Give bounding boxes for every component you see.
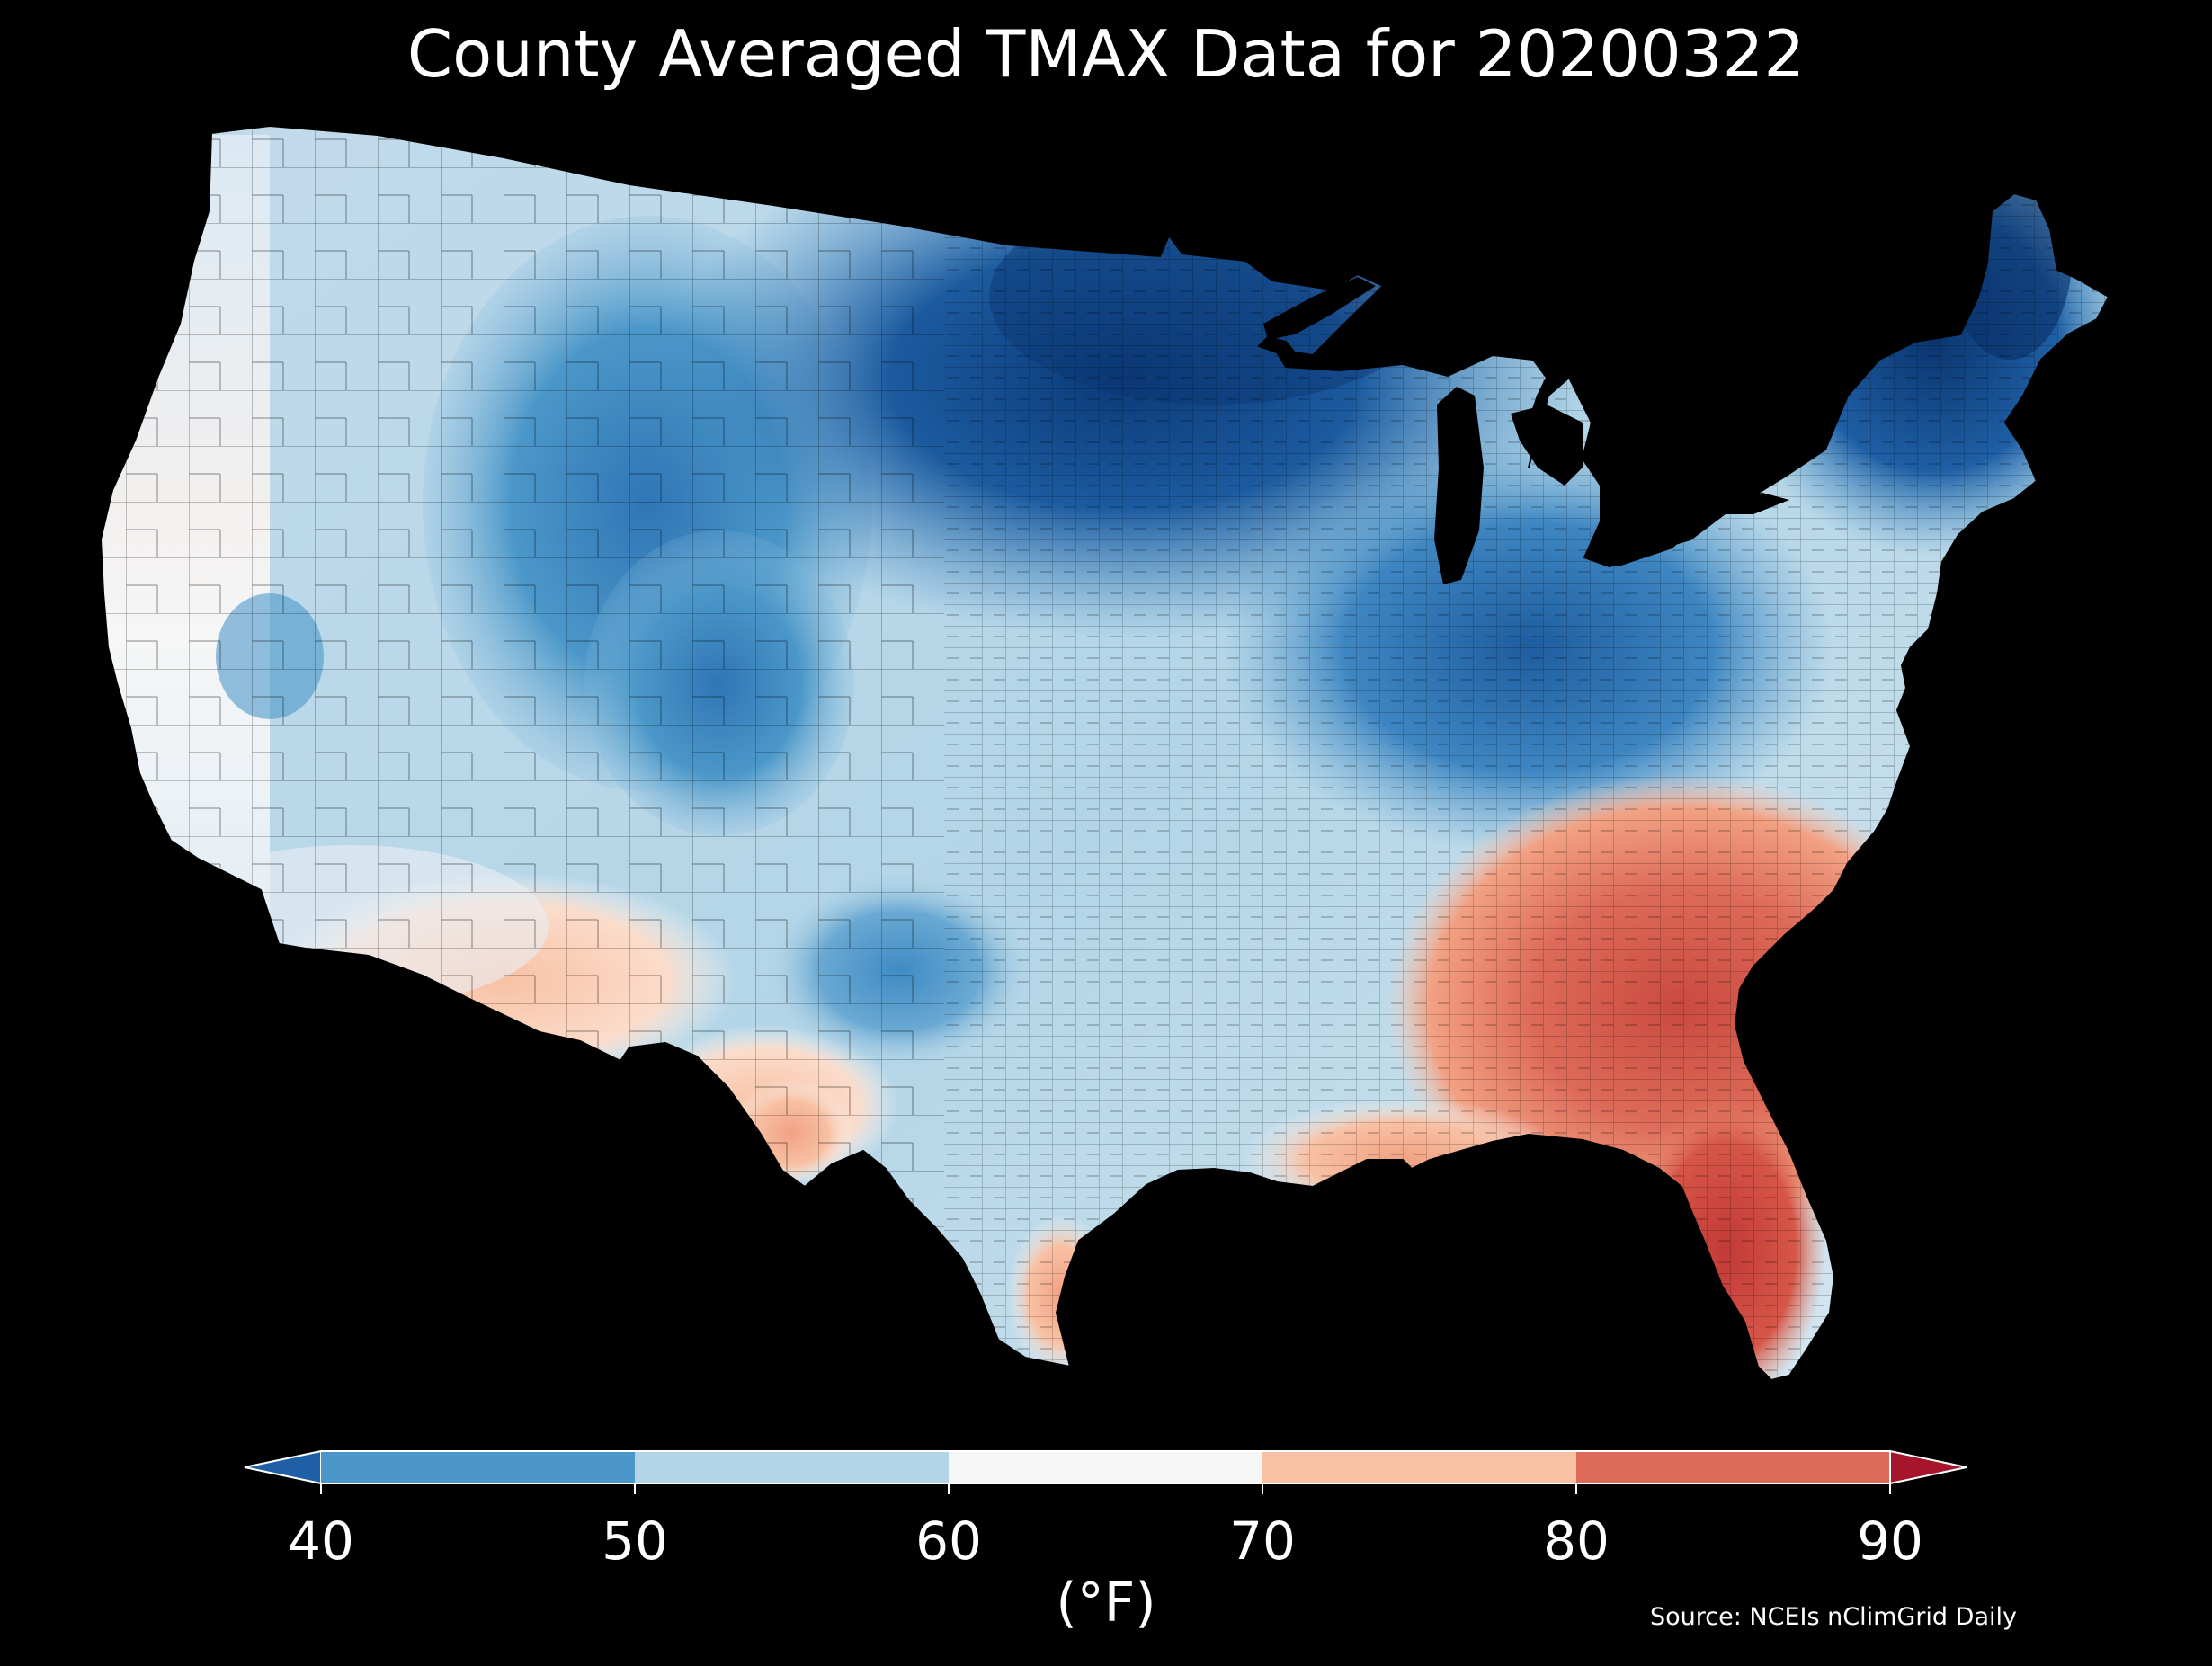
- colorbar-unit-label: (°F): [1056, 1572, 1156, 1635]
- colorbar-under-triangle: [244, 1449, 322, 1485]
- colorbar-tick-label: 90: [1857, 1510, 1923, 1572]
- map-title: County Averaged TMAX Data for 20200322: [406, 16, 1806, 92]
- colorbar-tick-label: 70: [1229, 1510, 1296, 1572]
- colorbar-outline: [321, 1450, 1890, 1484]
- colorbar-bin-70-80: [1262, 1451, 1576, 1483]
- colorbar-bin-50-60: [635, 1451, 949, 1483]
- colorbar-over-triangle: [1889, 1449, 1967, 1485]
- colorbar-bin-60-70: [949, 1451, 1262, 1483]
- colorbar-tick-label: 50: [602, 1510, 668, 1572]
- colorbar: [244, 1449, 1967, 1494]
- colorbar-tick-label: 40: [288, 1510, 354, 1572]
- source-credit: Source: NCEIs nClimGrid Daily: [1650, 1603, 2017, 1631]
- colorbar-bin-80-90: [1576, 1451, 1890, 1483]
- colorbar-tick-label: 60: [915, 1510, 982, 1572]
- colorbar-ticks: [320, 1483, 1891, 1494]
- colorbar-tick-label: 80: [1543, 1510, 1610, 1572]
- colorbar-bin-40-50: [321, 1451, 635, 1483]
